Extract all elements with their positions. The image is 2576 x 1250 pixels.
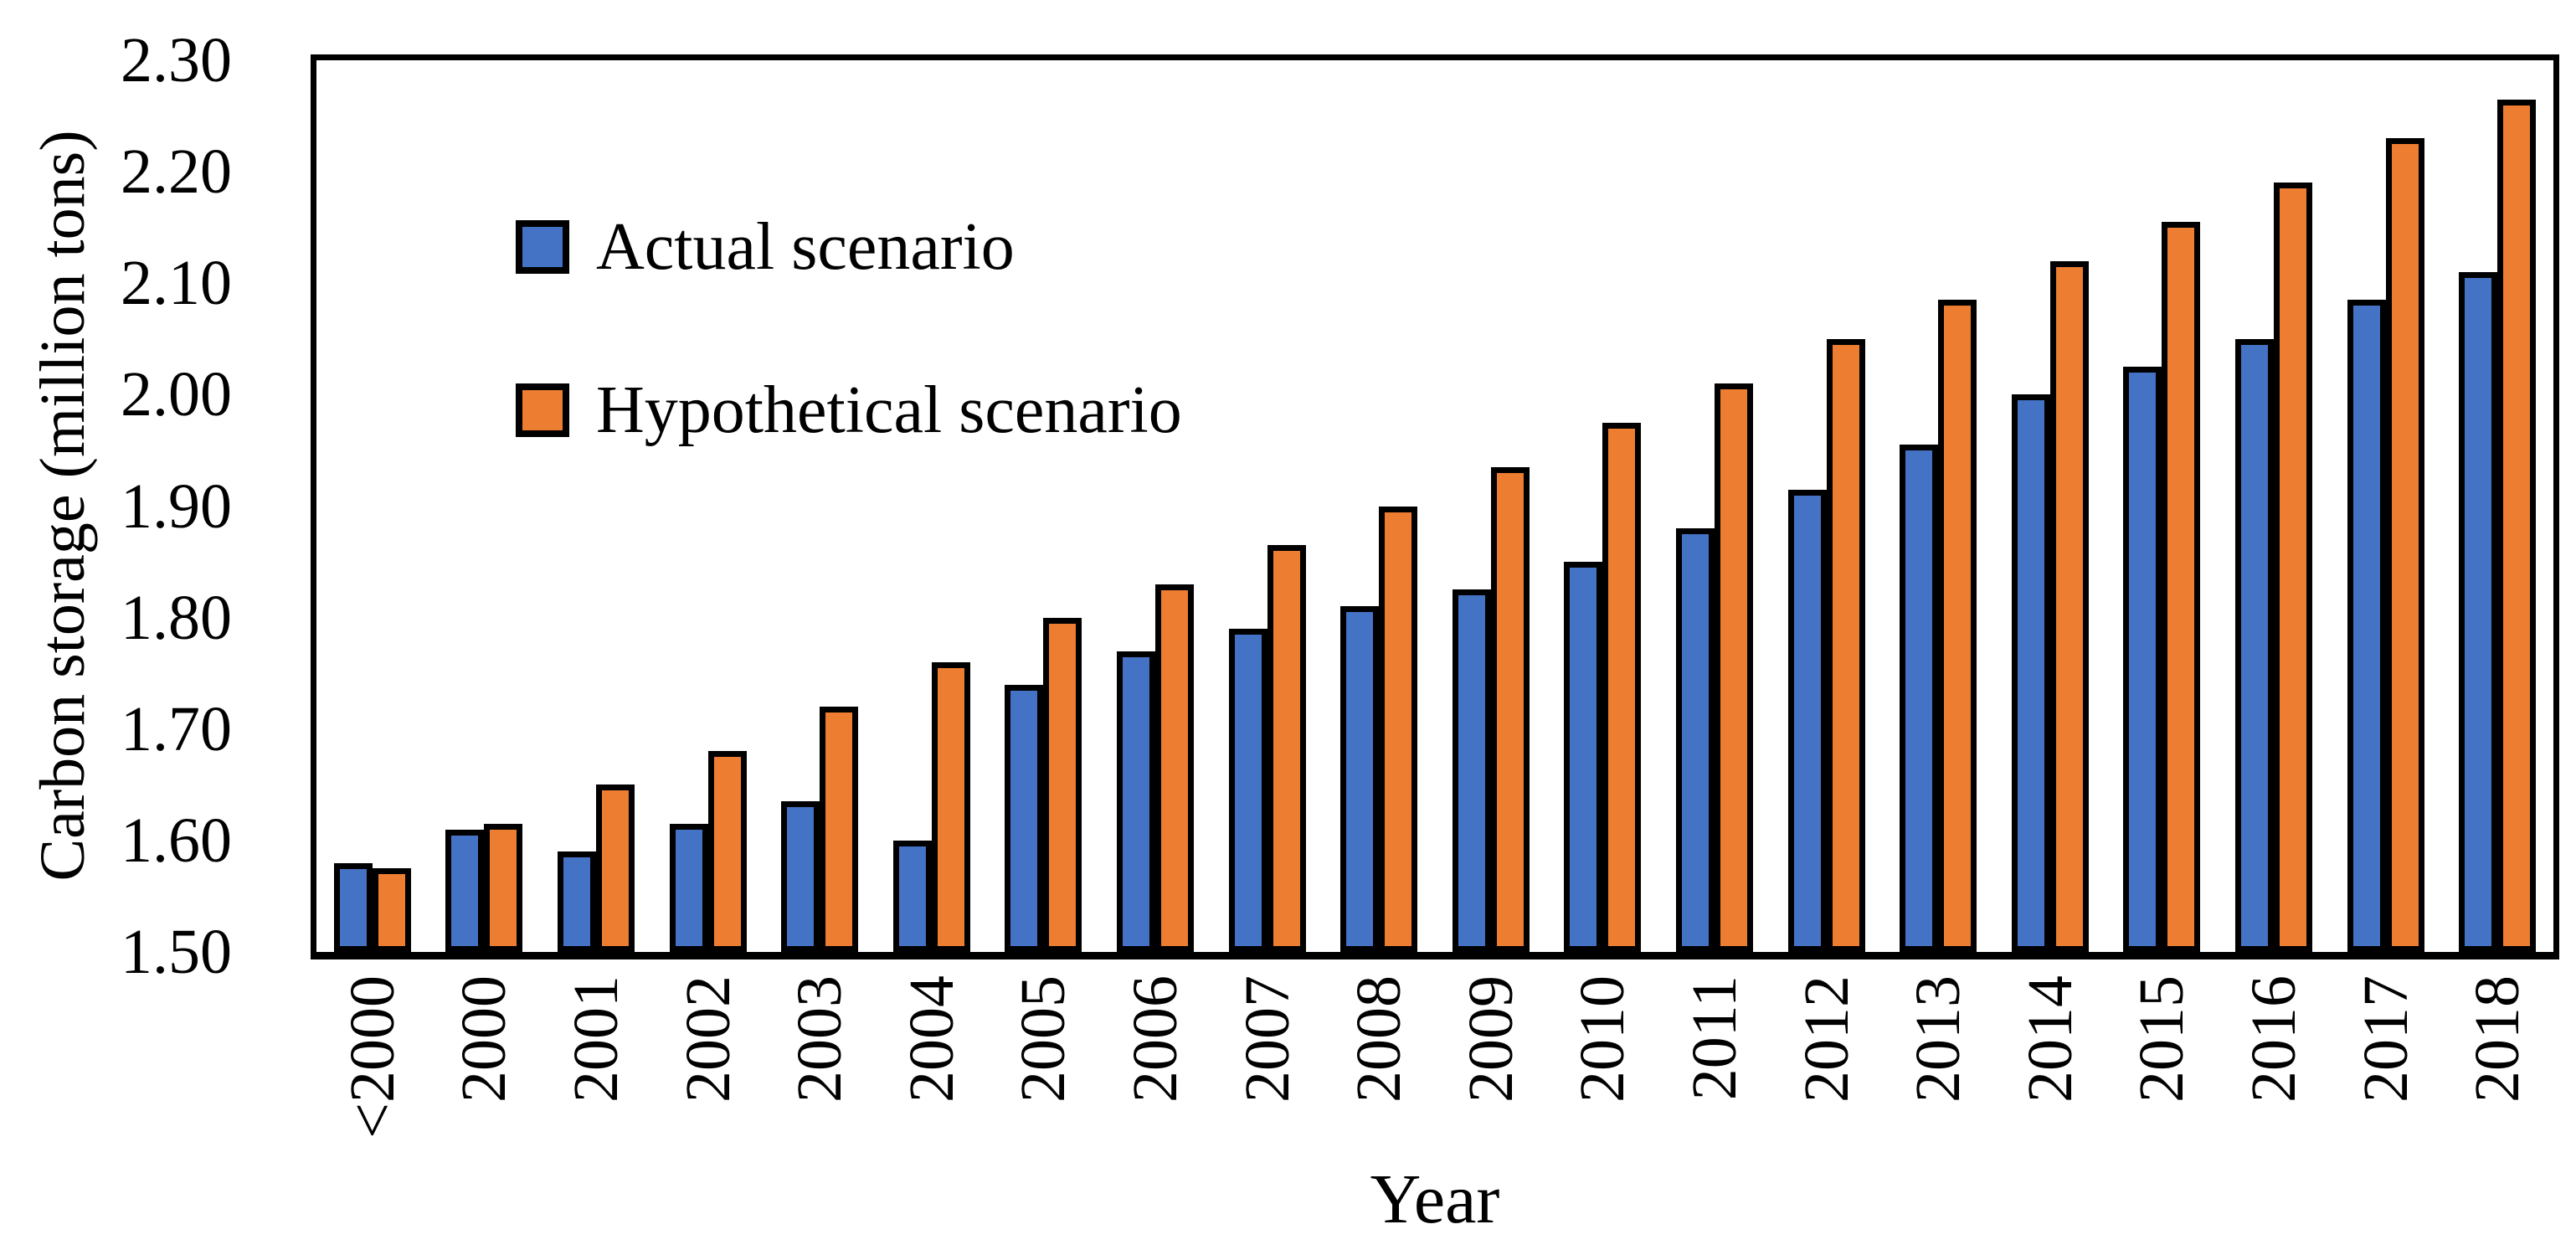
y-tick-label-1.70: 1.70 — [121, 693, 232, 764]
bar-hypothetical-2011 — [1715, 383, 1753, 952]
legend-item-hypothetical: Hypothetical scenario — [516, 372, 1182, 449]
x-tick-label-<2000: <2000 — [337, 975, 408, 1139]
x-tick-label-2000: 2000 — [449, 975, 520, 1103]
x-tick-label-2003: 2003 — [784, 975, 856, 1103]
bar-actual-2011 — [1676, 528, 1715, 952]
x-tick-label-2014: 2014 — [2014, 975, 2085, 1103]
bar-actual-2010 — [1564, 562, 1603, 952]
bar-actual-2016 — [2235, 338, 2274, 952]
legend-label-hypothetical: Hypothetical scenario — [596, 373, 1182, 447]
y-tick-label-1.90: 1.90 — [121, 471, 232, 542]
bar-hypothetical-2004 — [931, 661, 970, 952]
bar-hypothetical-2008 — [1379, 506, 1418, 952]
x-tick-label-2008: 2008 — [1344, 975, 1415, 1103]
bar-hypothetical-2010 — [1602, 422, 1642, 952]
y-tick-label-2.10: 2.10 — [121, 248, 232, 319]
bar-hypothetical-2003 — [820, 707, 859, 952]
bar-actual-2009 — [1452, 589, 1491, 952]
bar-hypothetical-2016 — [2274, 183, 2312, 952]
x-tick-label-2018: 2018 — [2462, 975, 2533, 1103]
plot-frame — [311, 54, 2559, 959]
x-tick-label-2013: 2013 — [1903, 975, 1974, 1103]
x-tick-label-2007: 2007 — [1231, 975, 1303, 1103]
bar-actual-2002 — [669, 823, 708, 952]
bar-actual-2012 — [1787, 489, 1827, 952]
bar-hypothetical-2014 — [2049, 260, 2089, 952]
bar-hypothetical-2018 — [2497, 99, 2537, 952]
bar-actual-2017 — [2347, 300, 2386, 952]
x-tick-label-2012: 2012 — [1791, 975, 1862, 1103]
bar-hypothetical-2002 — [707, 751, 747, 952]
x-tick-label-2010: 2010 — [1567, 975, 1638, 1103]
bar-hypothetical-2005 — [1043, 617, 1082, 952]
bar-hypothetical-2007 — [1267, 545, 1306, 952]
x-tick-label-2006: 2006 — [1120, 975, 1190, 1103]
y-tick-label-1.60: 1.60 — [121, 805, 232, 876]
legend-label-actual: Actual scenario — [596, 210, 1015, 284]
bar-actual-2013 — [1900, 445, 1939, 952]
bar-actual-2001 — [558, 851, 596, 952]
x-tick-label-2015: 2015 — [2126, 975, 2198, 1103]
bar-actual-<2000 — [333, 862, 373, 952]
bar-actual-2003 — [781, 801, 820, 952]
bar-actual-2018 — [2459, 271, 2498, 952]
bar-actual-2005 — [1005, 684, 1044, 952]
bar-hypothetical-2013 — [1938, 300, 1977, 952]
x-tick-label-2005: 2005 — [1008, 975, 1079, 1103]
bar-actual-2014 — [2011, 394, 2050, 952]
y-tick-label-2.20: 2.20 — [121, 136, 232, 208]
x-tick-label-2009: 2009 — [1455, 975, 1526, 1103]
y-tick-label-2.30: 2.30 — [121, 25, 232, 95]
bar-hypothetical-2001 — [596, 784, 635, 952]
bar-hypothetical-2012 — [1826, 338, 1865, 952]
bar-actual-2006 — [1117, 651, 1155, 952]
x-tick-label-2011: 2011 — [1679, 975, 1750, 1101]
bar-actual-2004 — [892, 840, 932, 952]
bar-actual-2008 — [1340, 606, 1380, 952]
x-tick-label-2002: 2002 — [672, 975, 743, 1103]
legend-swatch-actual — [516, 220, 569, 274]
x-tick-label-2016: 2016 — [2239, 975, 2309, 1103]
bar-hypothetical-2015 — [2162, 222, 2201, 952]
y-tick-label-1.80: 1.80 — [121, 582, 232, 653]
bar-hypothetical-<2000 — [372, 868, 411, 952]
bar-actual-2015 — [2123, 367, 2162, 952]
bar-actual-2007 — [1228, 628, 1267, 952]
bar-hypothetical-2017 — [2385, 138, 2424, 952]
bar-hypothetical-2009 — [1490, 466, 1530, 952]
bar-actual-2000 — [445, 829, 485, 952]
bar-hypothetical-2000 — [484, 823, 523, 952]
y-tick-label-2.00: 2.00 — [121, 359, 232, 430]
x-axis-title: Year — [1370, 1160, 1500, 1238]
bar-hypothetical-2006 — [1155, 584, 1194, 952]
legend-item-actual: Actual scenario — [516, 208, 1015, 285]
legend-swatch-hypothetical — [516, 383, 569, 437]
y-tick-label-1.50: 1.50 — [121, 917, 232, 987]
x-tick-label-2017: 2017 — [2350, 975, 2421, 1103]
x-tick-label-2001: 2001 — [561, 975, 631, 1103]
x-tick-label-2004: 2004 — [896, 975, 967, 1103]
